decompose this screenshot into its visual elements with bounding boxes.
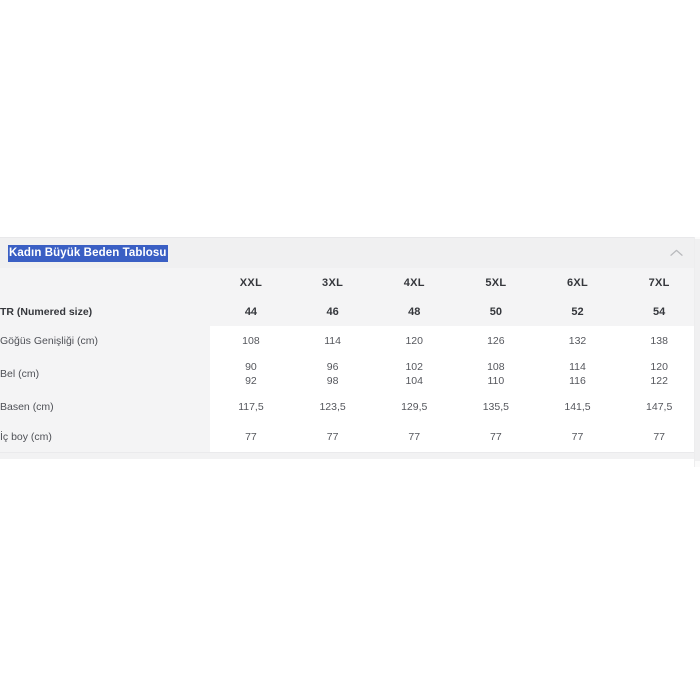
size-chart-header[interactable]: Kadın Büyük Beden Tablosu <box>0 238 700 268</box>
size-chart-widget: Kadın Büyük Beden Tablosu XXL 3XL 4XL 5X… <box>0 237 700 459</box>
row-label-tr-numered-size: TR (Numered size) <box>0 297 211 326</box>
cell-gogus-6xl: 132 <box>536 326 619 356</box>
chevron-up-icon[interactable] <box>668 245 684 261</box>
cell-basen-xxl: 117,5 <box>210 392 292 422</box>
cell-icboy-3xl: 77 <box>291 422 374 452</box>
cell-gogus-xxl: 108 <box>210 326 292 356</box>
column-header-4xl: 4XL <box>373 268 456 297</box>
table-row: TR (Numered size) 44 46 48 50 52 54 <box>0 297 700 326</box>
row-label-bel: Bel (cm) <box>0 356 211 392</box>
cell-bel-3xl-line2: 98 <box>326 375 339 387</box>
cell-basen-5xl: 135,5 <box>455 392 537 422</box>
cell-bel-3xl-line1: 96 <box>326 361 339 373</box>
cell-gogus-5xl: 126 <box>455 326 537 356</box>
cell-basen-4xl: 129,5 <box>373 392 456 422</box>
cell-icboy-6xl: 77 <box>536 422 619 452</box>
cell-bel-7xl-line2: 122 <box>650 375 668 387</box>
table-header-row: XXL 3XL 4XL 5XL 6XL 7XL <box>0 268 700 297</box>
cell-tr-6xl: 52 <box>536 297 619 326</box>
cell-gogus-4xl: 120 <box>373 326 456 356</box>
cell-icboy-xxl: 77 <box>210 422 292 452</box>
cell-gogus-3xl: 114 <box>291 326 374 356</box>
cell-icboy-5xl: 77 <box>455 422 537 452</box>
cell-bel-xxl: 90 92 <box>210 356 292 392</box>
scrollbar-thumb[interactable] <box>695 239 700 461</box>
cell-basen-3xl: 123,5 <box>291 392 374 422</box>
cell-tr-7xl: 54 <box>618 297 700 326</box>
cell-bel-5xl-line2: 110 <box>487 375 505 387</box>
table-corner-cell <box>0 268 211 297</box>
cell-tr-4xl: 48 <box>373 297 456 326</box>
column-header-5xl: 5XL <box>455 268 537 297</box>
cell-tr-xxl: 44 <box>210 297 292 326</box>
row-label-gogus-genisligi: Göğüs Genişliği (cm) <box>0 326 211 356</box>
column-header-xxl: XXL <box>210 268 292 297</box>
cell-bel-6xl-line2: 116 <box>569 375 586 387</box>
cell-basen-6xl: 141,5 <box>536 392 619 422</box>
row-label-basen: Basen (cm) <box>0 392 211 422</box>
cell-bel-3xl: 96 98 <box>291 356 374 392</box>
page-blank-bottom <box>0 459 700 693</box>
cell-bel-5xl-line1: 108 <box>487 361 505 373</box>
cell-bel-4xl: 102 104 <box>373 356 456 392</box>
page-title: Kadın Büyük Beden Tablosu <box>8 244 168 262</box>
cell-bel-7xl: 120 122 <box>618 356 700 392</box>
cell-bel-7xl-line1: 120 <box>650 361 668 373</box>
size-chart-table: XXL 3XL 4XL 5XL 6XL 7XL TR (Numered size… <box>0 268 700 452</box>
column-header-6xl: 6XL <box>536 268 619 297</box>
cell-bel-6xl-line1: 114 <box>569 361 586 373</box>
cell-bel-xxl-line1: 90 <box>245 361 257 373</box>
table-row: İç boy (cm) 77 77 77 77 77 77 <box>0 422 700 452</box>
size-chart-footer-strip <box>0 452 700 459</box>
table-row: Bel (cm) 90 92 96 98 102 104 108 110 <box>0 356 700 392</box>
cell-bel-xxl-line2: 92 <box>245 375 257 387</box>
cell-bel-4xl-line1: 102 <box>405 361 423 373</box>
cell-gogus-7xl: 138 <box>618 326 700 356</box>
table-row: Basen (cm) 117,5 123,5 129,5 135,5 141,5… <box>0 392 700 422</box>
cell-bel-4xl-line2: 104 <box>405 375 423 387</box>
page-blank-top <box>0 0 700 237</box>
cell-tr-5xl: 50 <box>455 297 537 326</box>
column-header-3xl: 3XL <box>291 268 374 297</box>
column-header-7xl: 7XL <box>618 268 700 297</box>
cell-icboy-4xl: 77 <box>373 422 456 452</box>
table-row: Göğüs Genişliği (cm) 108 114 120 126 132… <box>0 326 700 356</box>
cell-icboy-7xl: 77 <box>618 422 700 452</box>
cell-bel-6xl: 114 116 <box>536 356 619 392</box>
cell-basen-7xl: 147,5 <box>618 392 700 422</box>
cell-bel-5xl: 108 110 <box>455 356 537 392</box>
vertical-scrollbar[interactable] <box>694 237 700 467</box>
cell-tr-3xl: 46 <box>291 297 374 326</box>
row-label-ic-boy: İç boy (cm) <box>0 422 211 452</box>
